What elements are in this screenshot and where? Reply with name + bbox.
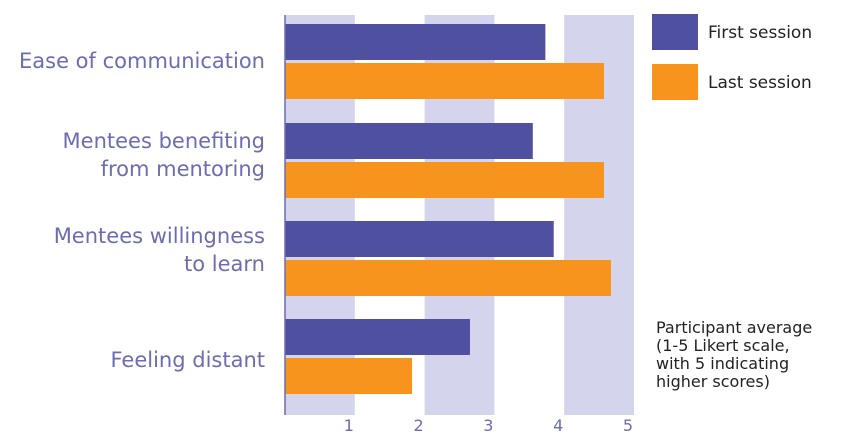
x-tick-label: 1 [344,416,354,435]
legend-label: First session [708,23,812,43]
category-labels: Ease of communication Mentees benefiting f… [19,49,265,372]
x-tick-label: 2 [414,416,424,435]
legend-item-first-session[interactable]: First session [652,14,812,50]
category-label: to learn [184,252,265,276]
x-tick-label: 4 [553,416,563,435]
category-label: from mentoring [101,157,265,181]
note-line: higher scores) [656,372,770,391]
legend-swatch [652,14,698,50]
bar-first-session [285,221,554,257]
legend[interactable]: First session Last session [652,14,812,100]
axis-note: Participant average(1-5 Likert scale,wit… [656,318,812,391]
bar-first-session [285,123,533,159]
note-line: (1-5 Likert scale, [656,336,790,355]
category-label: Ease of communication [19,49,265,73]
category-label: Mentees willingness [54,224,265,248]
category-label: Feeling distant [110,348,265,372]
category-label: Mentees benefiting [63,129,265,153]
bar-last-session [285,63,604,99]
x-tick-labels: 1 2 3 4 5 [344,416,633,435]
note-line: with 5 indicating [656,354,789,373]
legend-swatch [652,64,698,100]
legend-label: Last session [708,73,812,93]
bar-first-session [285,24,546,60]
note-line: Participant average [656,318,812,337]
x-tick-label: 3 [483,416,493,435]
bars [285,24,611,394]
legend-item-last-session[interactable]: Last session [652,64,812,100]
x-tick-label: 5 [623,416,633,435]
bar-first-session [285,319,470,355]
bar-last-session [285,162,604,198]
bar-last-session [285,358,413,394]
bar-last-session [285,260,611,296]
